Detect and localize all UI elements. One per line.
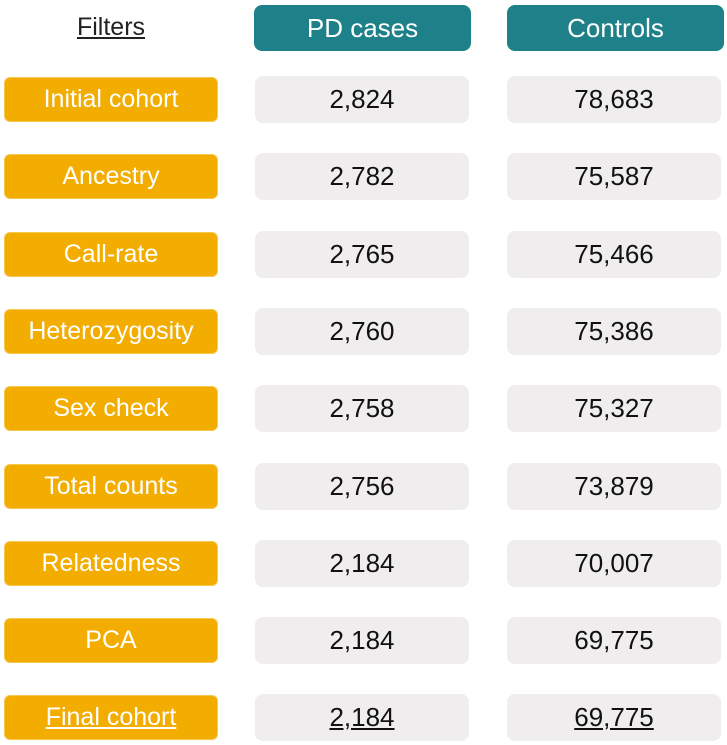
controls-text: 69,775	[574, 702, 654, 732]
pd-cases-value: 2,184	[255, 694, 469, 741]
controls-value: 70,007	[507, 540, 721, 587]
filter-label: Final cohort	[4, 695, 218, 740]
controls-value: 75,587	[507, 153, 721, 200]
pd-cases-header: PD cases	[254, 5, 471, 51]
filter-label: Call-rate	[4, 232, 218, 277]
controls-value: 69,775	[507, 617, 721, 664]
pd-cases-value: 2,782	[255, 153, 469, 200]
row-initial-cohort: Initial cohort 2,824 78,683	[0, 76, 727, 123]
row-call-rate: Call-rate 2,765 75,466	[0, 231, 727, 278]
row-pca: PCA 2,184 69,775	[0, 617, 727, 664]
row-final-cohort: Final cohort 2,184 69,775	[0, 694, 727, 741]
pd-cases-text: 2,184	[329, 548, 395, 578]
controls-value: 69,775	[507, 694, 721, 741]
pd-cases-text: 2,782	[329, 161, 395, 191]
controls-value: 75,327	[507, 385, 721, 432]
controls-text: 75,327	[574, 393, 654, 423]
pd-cases-value: 2,184	[255, 540, 469, 587]
pd-cases-text: 2,756	[329, 471, 395, 501]
filter-text: Ancestry	[62, 162, 160, 190]
controls-value: 78,683	[507, 76, 721, 123]
filter-label: Sex check	[4, 386, 218, 431]
filter-label: Relatedness	[4, 541, 218, 586]
filter-text: Sex check	[53, 394, 169, 422]
controls-text: 75,386	[574, 316, 654, 346]
row-total-counts: Total counts 2,756 73,879	[0, 463, 727, 510]
controls-text: 70,007	[574, 548, 654, 578]
controls-text: 78,683	[574, 84, 654, 114]
filter-label: Heterozygosity	[4, 309, 218, 354]
pd-cases-text: 2,765	[329, 239, 395, 269]
pd-cases-value: 2,765	[255, 231, 469, 278]
filter-text: Final cohort	[45, 703, 177, 731]
pd-cases-value: 2,824	[255, 76, 469, 123]
row-ancestry: Ancestry 2,782 75,587	[0, 153, 727, 200]
controls-text: 75,587	[574, 161, 654, 191]
pd-cases-value: 2,758	[255, 385, 469, 432]
pd-cases-text: 2,184	[329, 625, 395, 655]
filter-text: Call-rate	[63, 240, 159, 268]
controls-text: 69,775	[574, 625, 654, 655]
filter-text: Relatedness	[41, 549, 181, 577]
pd-cases-value: 2,184	[255, 617, 469, 664]
filter-label: PCA	[4, 618, 218, 663]
controls-value: 73,879	[507, 463, 721, 510]
controls-value: 75,386	[507, 308, 721, 355]
filter-text: Initial cohort	[43, 85, 179, 113]
controls-text: 75,466	[574, 239, 654, 269]
filter-text: PCA	[85, 626, 137, 654]
filters-header: Filters	[76, 13, 146, 41]
pd-cases-text: 2,824	[329, 84, 395, 114]
filter-text: Total counts	[44, 472, 178, 500]
pd-cases-text: 2,758	[329, 393, 395, 423]
row-relatedness: Relatedness 2,184 70,007	[0, 540, 727, 587]
filter-label: Total counts	[4, 464, 218, 509]
controls-header: Controls	[507, 5, 724, 51]
controls-value: 75,466	[507, 231, 721, 278]
row-sex-check: Sex check 2,758 75,327	[0, 385, 727, 432]
filter-text: Heterozygosity	[28, 317, 194, 345]
pd-cases-value: 2,756	[255, 463, 469, 510]
pd-cases-text: 2,760	[329, 316, 395, 346]
pd-cases-value: 2,760	[255, 308, 469, 355]
filter-label: Initial cohort	[4, 77, 218, 122]
filter-label: Ancestry	[4, 154, 218, 199]
pd-cases-text: 2,184	[329, 702, 395, 732]
row-heterozygosity: Heterozygosity 2,760 75,386	[0, 308, 727, 355]
controls-text: 73,879	[574, 471, 654, 501]
